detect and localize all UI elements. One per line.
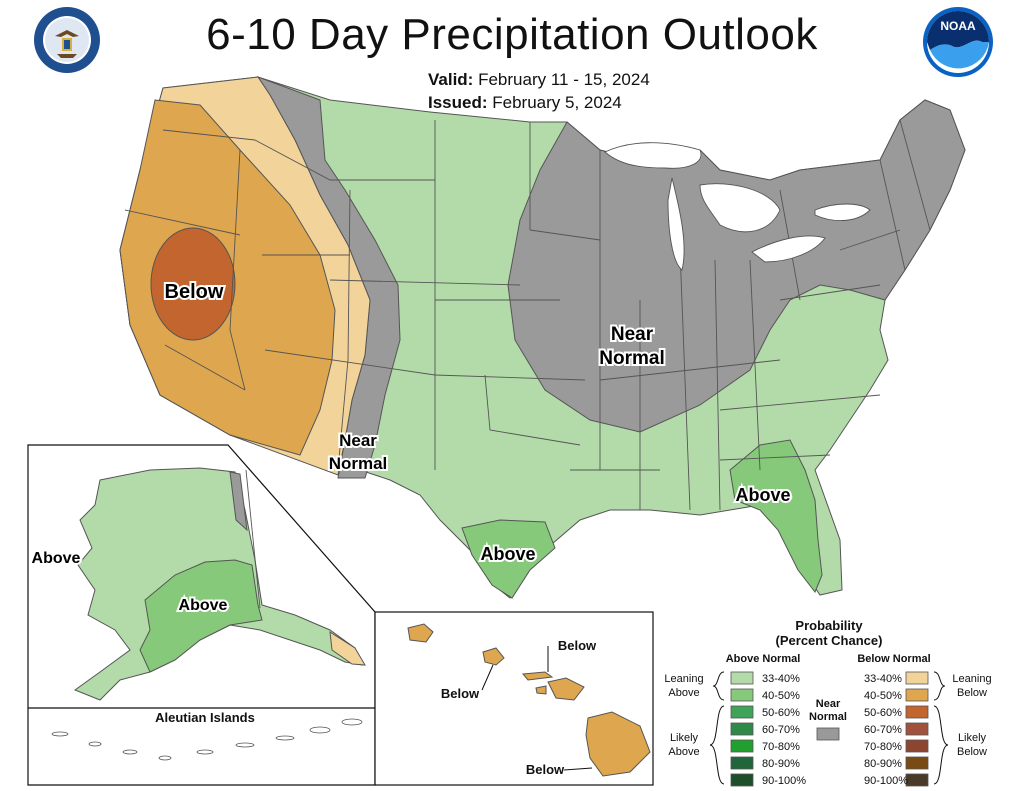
- legend-below-swatch-2: [905, 688, 929, 702]
- noaa-logo-icon: NOAA: [923, 7, 993, 77]
- legend-likely-above-1: Likely: [670, 732, 699, 744]
- central-near-label-2: Normal: [599, 348, 664, 369]
- texas-above-label: Above: [480, 544, 535, 564]
- legend-near-2: Normal: [809, 711, 847, 723]
- lanai-island: [535, 685, 547, 695]
- issued-date: Issued: February 5, 2024: [428, 93, 622, 113]
- legend-above-range-6: 80-90%: [762, 758, 800, 770]
- legend-below-range-6: 80-90%: [864, 758, 902, 770]
- commerce-seal-icon: [34, 7, 100, 73]
- legend-leaning-below-2: Below: [957, 687, 987, 699]
- southwest-near-label-1: Near: [339, 431, 377, 450]
- legend-title-2: (Percent Chance): [776, 633, 883, 648]
- legend-below-bins: 33-40% 40-50% 50-60% 60-70% 70-80% 80-90% 90-1…: [864, 671, 929, 787]
- legend-below-swatch-5: [905, 739, 929, 753]
- alaska-below-33-region: [329, 631, 366, 666]
- legend-below-range-2: 40-50%: [864, 690, 902, 702]
- legend-below-swatch-7: [905, 773, 929, 787]
- southwest-near-label-2: Normal: [329, 454, 388, 473]
- legend-likely-above-2: Above: [668, 746, 699, 758]
- legend-braces: [709, 671, 949, 785]
- maui-island: [547, 677, 585, 701]
- issued-value: February 5, 2024: [492, 93, 622, 112]
- legend-leaning-above-1: Leaning: [664, 673, 703, 685]
- southeast-above-label: Above: [735, 485, 790, 505]
- alaska-near-normal-region: [229, 471, 248, 532]
- legend-below-range-4: 60-70%: [864, 724, 902, 736]
- legend: Probability (Percent Chance) Above Norma…: [664, 618, 991, 787]
- valid-value: February 11 - 15, 2024: [478, 70, 650, 89]
- kauai-island: [407, 623, 434, 643]
- valid-dates: Valid: February 11 - 15, 2024: [428, 70, 650, 90]
- state-boundaries: [124, 119, 931, 511]
- legend-title-1: Probability: [795, 618, 863, 633]
- legend-above-range-4: 60-70%: [762, 724, 800, 736]
- conus-map: [119, 75, 966, 599]
- legend-near-1: Near: [816, 698, 841, 710]
- legend-below-range-3: 50-60%: [864, 707, 902, 719]
- hawaii-below-label-3: Below: [526, 762, 565, 777]
- alaska-above-south-label: Above: [179, 597, 228, 614]
- legend-above-swatch-3: [730, 705, 754, 719]
- southeast-above-40-region: [729, 439, 823, 593]
- legend-below-swatch-3: [905, 705, 929, 719]
- alaska-above-40-region: [139, 559, 263, 673]
- hawaii-below-label-2: Below: [441, 686, 480, 701]
- conus-below-50-region: [150, 227, 236, 341]
- legend-above-swatch-2: [730, 688, 754, 702]
- legend-above-range-7: 90-100%: [762, 775, 806, 787]
- legend-above-range-5: 70-80%: [762, 741, 800, 753]
- valid-label: Valid:: [428, 70, 474, 89]
- legend-likely-below-1: Likely: [958, 732, 987, 744]
- legend-above-range-3: 50-60%: [762, 707, 800, 719]
- legend-leaning-above-2: Above: [668, 687, 699, 699]
- central-near-label-1: Near: [611, 324, 654, 345]
- aleutian-islands-shapes: [51, 718, 363, 761]
- svg-text:NOAA: NOAA: [940, 19, 976, 33]
- legend-above-swatch-4: [730, 722, 754, 736]
- oahu-island: [482, 647, 505, 666]
- legend-above-bins: 33-40% 40-50% 50-60% 60-70% 70-80% 80-90% 90-1…: [730, 671, 806, 787]
- legend-above-swatch-6: [730, 756, 754, 770]
- issued-label: Issued:: [428, 93, 488, 112]
- legend-below-range-7: 90-100%: [864, 775, 908, 787]
- aleutian-title: Aleutian Islands: [155, 710, 255, 725]
- texas-above-40-region: [461, 519, 556, 599]
- alaska-above-west-label: Above: [32, 550, 81, 567]
- legend-likely-below-2: Below: [957, 746, 987, 758]
- alaska-inset: [27, 444, 376, 786]
- legend-above-swatch-7: [730, 773, 754, 787]
- great-lakes: [604, 142, 871, 271]
- legend-above-swatch-1: [730, 671, 754, 685]
- legend-below-swatch-6: [905, 756, 929, 770]
- legend-above-swatch-5: [730, 739, 754, 753]
- legend-above-range-2: 40-50%: [762, 690, 800, 702]
- molokai-island: [522, 671, 554, 681]
- west-below-label: Below: [165, 281, 224, 303]
- legend-above-header: Above Normal: [726, 653, 801, 665]
- legend-below-range-1: 33-40%: [864, 673, 902, 685]
- legend-below-swatch-4: [905, 722, 929, 736]
- conus-near-normal-east: [507, 99, 966, 433]
- big-island: [585, 711, 651, 777]
- legend-above-range-1: 33-40%: [762, 673, 800, 685]
- legend-near-normal-swatch: [816, 727, 840, 741]
- legend-below-header: Below Normal: [857, 653, 930, 665]
- legend-below-swatch-1: [905, 671, 929, 685]
- hawaii-below-label-1: Below: [558, 638, 597, 653]
- hawaii-inset: [374, 611, 654, 786]
- legend-leaning-below-1: Leaning: [952, 673, 991, 685]
- legend-below-range-5: 70-80%: [864, 741, 902, 753]
- page-title: 6-10 Day Precipitation Outlook: [206, 10, 818, 59]
